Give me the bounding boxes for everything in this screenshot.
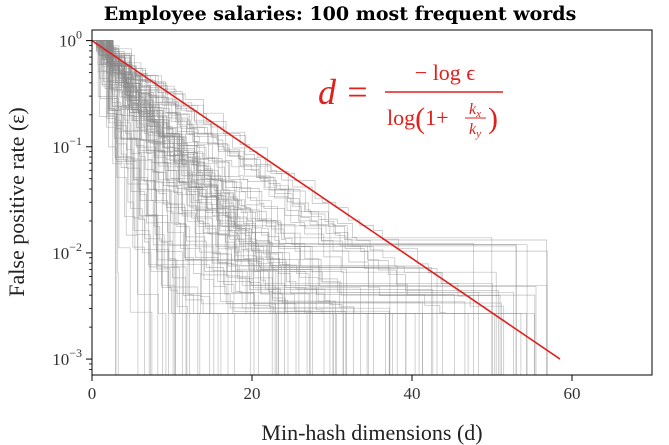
empirical-curve [92,40,407,375]
y-tick-label: 100 [59,28,82,51]
empirical-curve [92,40,277,375]
empirical-curve [92,40,535,375]
empirical-curve [92,40,434,375]
empirical-curve [92,40,159,375]
formula: d = − log ϵ log(1+ kx ky ) [318,60,503,140]
empirical-curve [92,40,517,375]
chart-title: Employee salaries: 100 most frequent wor… [104,3,577,25]
empirical-curve [92,40,153,375]
empirical-curve [92,40,167,375]
empirical-curve [92,40,285,375]
x-tick-label: 0 [88,384,97,403]
theory-line [92,39,561,360]
y-tick-label: 10−3 [52,346,82,369]
theory-line-group [92,39,561,360]
empirical-curve [92,40,517,375]
y-axis-label-text: False positive rate (ε) [4,107,29,296]
empirical-curve [92,40,528,375]
x-tick-label: 20 [244,384,261,403]
formula-close-paren: ) [488,102,498,135]
empirical-curve [92,40,259,375]
empirical-curve [92,40,188,375]
empirical-curve [92,40,174,375]
empirical-curve [92,40,374,375]
empirical-curve [92,40,466,375]
y-axis: 100 10−1 10−2 10−3 [52,28,92,370]
formula-lhs: d = [318,72,369,112]
empirical-curve [92,40,151,375]
plot-frame [91,29,653,376]
formula-inner-denominator: ky [469,121,481,140]
empirical-curve [92,40,187,375]
empirical-curve [92,40,369,375]
empirical-curves [92,40,548,375]
formula-numerator: − log ϵ [415,60,476,85]
empirical-curve [92,40,438,375]
empirical-curve [92,40,210,375]
x-axis-label: Min-hash dimensions (d) [261,420,482,445]
empirical-curve [92,40,169,375]
empirical-curve [92,40,497,375]
formula-denominator: log(1+ [387,102,449,135]
empirical-curve [92,40,548,375]
empirical-curve [92,40,163,375]
empirical-curve [92,40,505,375]
empirical-curve [92,40,496,375]
empirical-curve [92,40,443,375]
x-axis-label-text: Min-hash dimensions (d) [261,420,482,445]
empirical-curve [92,40,386,375]
x-axis: 0 20 40 60 [88,375,581,403]
y-axis-label: False positive rate (ε) [4,107,29,296]
x-tick-label: 40 [404,384,421,403]
empirical-curve [92,40,229,375]
empirical-curve [92,40,300,375]
y-tick-label: 10−2 [52,240,82,263]
empirical-curve [92,40,522,375]
y-tick-label: 10−1 [52,134,82,157]
formula-inner-numerator: kx [469,101,481,120]
x-tick-label: 60 [564,384,581,403]
